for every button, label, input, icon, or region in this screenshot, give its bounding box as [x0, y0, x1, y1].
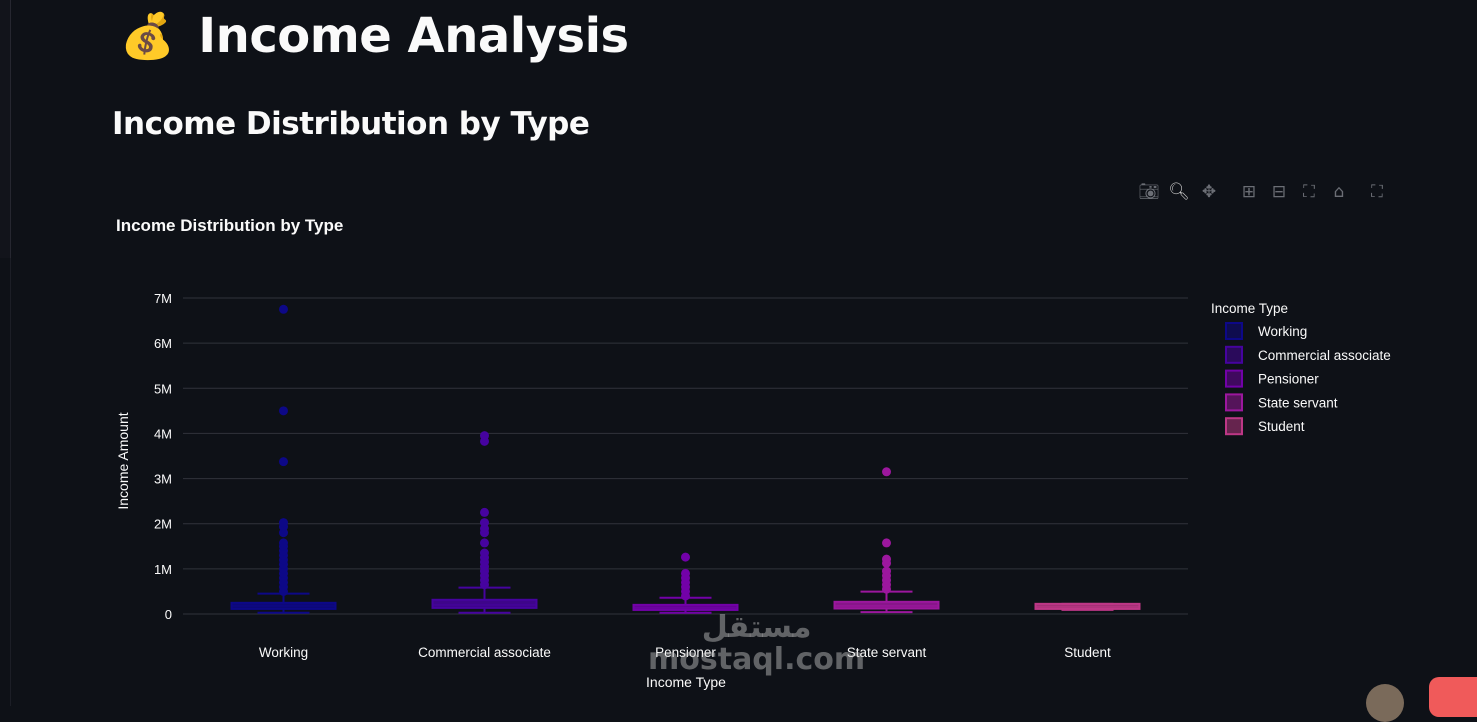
legend-swatch	[1225, 417, 1243, 436]
outlier-point	[480, 431, 489, 441]
x-tick-label: Commercial associate	[418, 645, 551, 660]
y-tick-label: 5M	[154, 381, 172, 396]
outlier-point	[279, 406, 288, 416]
y-tick-label: 6M	[154, 336, 172, 351]
box-commercial-associate	[431, 598, 538, 609]
y-tick-label: 4M	[154, 426, 172, 441]
outlier-point	[480, 518, 489, 528]
outlier-point	[882, 538, 891, 548]
x-tick-label: State servant	[847, 645, 927, 660]
y-axis-label: Income Amount	[115, 412, 131, 509]
outlier-point	[279, 304, 288, 314]
box-plot-chart: Income Distribution by Type Income Amoun…	[115, 216, 1391, 690]
sidebar-edge	[0, 258, 11, 706]
outlier-point	[480, 548, 489, 558]
legend-swatch	[1225, 369, 1243, 388]
outlier-point	[882, 467, 891, 477]
streamlit-badge-button[interactable]	[1429, 677, 1477, 717]
legend-item: Pensioner	[1258, 372, 1319, 387]
legend-swatch	[1225, 345, 1243, 364]
watermark-latin: mostaql.com	[648, 642, 866, 677]
zoom-in-icon[interactable]: ⊞	[1241, 182, 1257, 202]
outlier-point	[480, 538, 489, 548]
avatar[interactable]	[1366, 684, 1404, 722]
outlier-point	[279, 457, 288, 467]
outlier-point	[480, 507, 489, 517]
watermark: مستقل mostaql.com	[648, 612, 865, 676]
y-tick-label: 3M	[154, 472, 172, 487]
outlier-point	[279, 538, 288, 548]
fullscreen-icon[interactable]: ⛶	[1371, 182, 1383, 202]
outlier-point	[681, 552, 690, 562]
sidebar-collapsed	[0, 0, 11, 258]
outlier-point	[279, 518, 288, 528]
outlier-point	[882, 566, 891, 576]
legend-item: Student	[1258, 419, 1305, 434]
money-bag-icon: 💰	[120, 11, 175, 62]
x-tick-label: Student	[1064, 645, 1111, 660]
legend-swatch	[1225, 322, 1243, 340]
page-title-text: Income Analysis	[198, 8, 629, 64]
legend-item: Working	[1258, 324, 1307, 339]
outlier-point	[681, 568, 690, 578]
camera-icon[interactable]: 📷︎	[1138, 182, 1160, 202]
legend-item: State servant	[1258, 395, 1338, 410]
plot-modebar: 📷︎ 🔍︎ ✥ ⊞ ⊟ ⛶ ⌂ ⛶	[1134, 181, 1392, 203]
y-tick-label: 0	[165, 607, 172, 622]
page-title: 💰 Income Analysis	[120, 8, 629, 64]
watermark-arabic: مستقل	[701, 610, 812, 645]
y-tick-label: 7M	[154, 291, 172, 306]
section-heading: Income Distribution by Type	[112, 106, 590, 142]
pan-icon[interactable]: ✥	[1201, 182, 1217, 202]
zoom-icon[interactable]: 🔍︎	[1168, 182, 1190, 202]
legend-swatch	[1225, 393, 1243, 412]
legend-item: Commercial associate	[1258, 348, 1391, 363]
x-axis-label: Income Type	[646, 674, 726, 690]
chart-title: Income Distribution by Type	[116, 216, 343, 235]
zoom-out-icon[interactable]: ⊟	[1271, 182, 1287, 202]
y-tick-label: 1M	[154, 562, 172, 577]
x-tick-label: Working	[259, 645, 308, 660]
x-tick-label: Pensioner	[655, 645, 716, 660]
legend-title: Income Type	[1211, 301, 1288, 316]
home-icon[interactable]: ⌂	[1333, 182, 1345, 202]
y-tick-label: 2M	[154, 517, 172, 532]
outlier-point	[882, 554, 891, 564]
autoscale-icon[interactable]: ⛶	[1303, 182, 1315, 202]
